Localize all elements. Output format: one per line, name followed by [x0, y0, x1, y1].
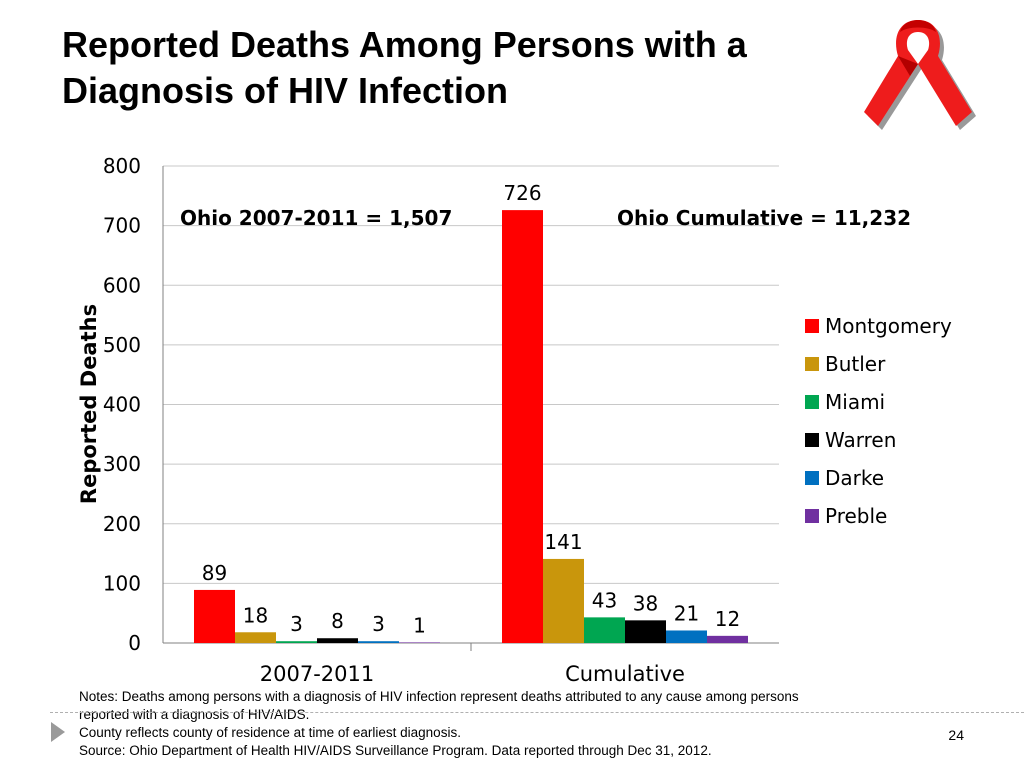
bar-preble — [399, 642, 440, 643]
data-label: 12 — [715, 607, 740, 631]
bar-warren — [317, 638, 358, 643]
y-tick-label: 200 — [103, 512, 141, 536]
bar-miami — [276, 641, 317, 643]
bar-miami — [584, 617, 625, 643]
slide-title-line-1: Reported Deaths Among Persons with a — [62, 24, 747, 65]
annotation-period-total: Ohio 2007-2011 = 1,507 — [180, 206, 452, 230]
y-tick-label: 700 — [103, 214, 141, 238]
bar-warren — [625, 620, 666, 643]
data-label: 3 — [372, 612, 385, 636]
y-axis-title: Reported Deaths — [77, 304, 101, 504]
bar-butler — [235, 632, 276, 643]
data-label: 8 — [331, 609, 344, 633]
data-label: 1 — [413, 613, 426, 637]
legend-swatch-montgomery — [805, 319, 819, 333]
legend-label-darke: Darke — [825, 466, 884, 490]
legend-label-miami: Miami — [825, 390, 885, 414]
y-tick-label: 500 — [103, 333, 141, 357]
triangle-arrow-icon — [51, 722, 65, 742]
notes-line-2: reported with a diagnosis of HIV/AIDS. — [79, 707, 310, 722]
legend-label-preble: Preble — [825, 504, 887, 528]
y-tick-label: 300 — [103, 452, 141, 476]
data-label: 21 — [674, 601, 699, 625]
data-label: 89 — [202, 561, 227, 585]
page-number: 24 — [948, 727, 964, 743]
notes-line-4: Source: Ohio Department of Health HIV/AI… — [79, 743, 712, 758]
data-label: 18 — [243, 603, 268, 627]
red-ribbon-icon — [864, 20, 976, 130]
notes-line-3: County reflects county of residence at t… — [79, 725, 461, 740]
x-category-label: 2007-2011 — [260, 662, 374, 686]
y-tick-label: 400 — [103, 393, 141, 417]
bar-chart: 0 100 200 300 400 500 600 700 800 Reported Deaths… — [77, 154, 952, 686]
y-tick-label: 0 — [128, 631, 141, 655]
y-tick-label: 600 — [103, 273, 141, 297]
data-label: 726 — [503, 181, 541, 205]
legend-label-butler: Butler — [825, 352, 886, 376]
legend-swatch-preble — [805, 509, 819, 523]
legend-label-warren: Warren — [825, 428, 896, 452]
bar-darke — [666, 630, 707, 643]
data-label: 43 — [592, 588, 617, 612]
data-label: 3 — [290, 612, 303, 636]
bar-butler — [543, 558, 584, 643]
bar-montgomery — [194, 589, 235, 643]
data-label: 38 — [633, 591, 658, 615]
annotation-cumulative-total: Ohio Cumulative = 11,232 — [617, 206, 911, 230]
legend-swatch-warren — [805, 433, 819, 447]
data-label: 141 — [544, 530, 582, 554]
slide-title: Reported Deaths Among Persons with a Dia… — [62, 22, 852, 114]
chart-notes: Notes: Deaths among persons with a diagn… — [79, 688, 949, 760]
bar-darke — [358, 641, 399, 643]
legend-label-montgomery: Montgomery — [825, 314, 952, 338]
legend-swatch-butler — [805, 357, 819, 371]
footer-divider — [50, 712, 1024, 713]
notes-line-1: Notes: Deaths among persons with a diagn… — [79, 689, 799, 704]
y-tick-label: 800 — [103, 154, 141, 178]
y-tick-label: 100 — [103, 571, 141, 595]
legend-swatch-miami — [805, 395, 819, 409]
legend-swatch-darke — [805, 471, 819, 485]
bar-montgomery — [502, 210, 543, 643]
bar-preble — [707, 635, 748, 643]
slide-title-line-2: Diagnosis of HIV Infection — [62, 70, 509, 111]
x-category-label: Cumulative — [565, 662, 685, 686]
